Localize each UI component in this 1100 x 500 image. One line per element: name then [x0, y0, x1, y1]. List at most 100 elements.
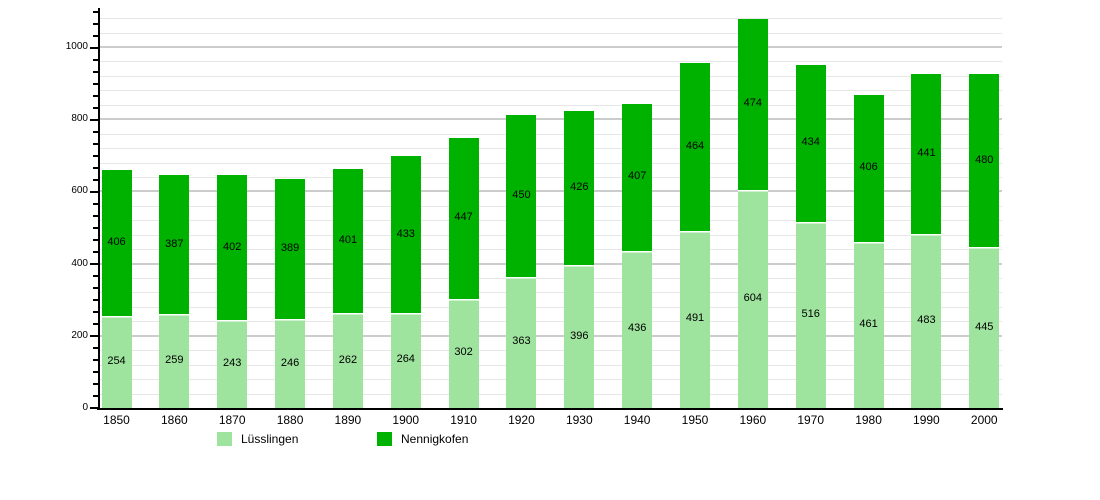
y-axis-minor-tick	[93, 383, 98, 385]
legend-item-nennigkofen: Nennigkofen	[377, 432, 468, 446]
x-axis-label: 1950	[681, 413, 709, 427]
bar-value-label-nennigkofen: 407	[627, 170, 647, 183]
y-axis-label: 600	[71, 185, 88, 197]
gridline-minor	[100, 234, 1002, 236]
y-axis-minor-tick	[93, 131, 98, 133]
gridline-major	[100, 190, 1002, 193]
bar-segment-lusslingen	[737, 189, 768, 408]
gridline-major	[100, 46, 1002, 48]
bar-segment-lusslingen	[448, 298, 479, 408]
y-axis-minor-tick	[93, 59, 98, 61]
bar-segment-lusslingen	[911, 233, 942, 408]
x-axis-label: 1940	[623, 413, 651, 427]
legend-label-lusslingen: Lüsslingen	[241, 432, 299, 446]
bar-value-label-lusslingen: 246	[280, 356, 300, 369]
bar-segment-nennigkofen	[680, 63, 710, 231]
y-axis-minor-tick	[93, 287, 98, 289]
y-axis-minor-tick	[93, 155, 98, 157]
bar-value-label-nennigkofen: 401	[338, 234, 358, 247]
y-axis-minor-tick	[93, 35, 98, 37]
bar-segment-nennigkofen	[101, 169, 132, 317]
bar-segment-lusslingen	[390, 312, 421, 408]
bar-segment-nennigkofen	[737, 18, 768, 190]
y-axis-label: 400	[71, 257, 88, 269]
bar-segment-lusslingen	[332, 313, 363, 408]
y-axis-label: 0	[82, 402, 88, 413]
bar-value-label-nennigkofen: 450	[512, 188, 531, 201]
bar-value-label-nennigkofen: 406	[859, 161, 878, 174]
bar-value-label-nennigkofen: 389	[280, 241, 300, 254]
bar-value-label-nennigkofen: 480	[975, 153, 994, 166]
bar-segment-nennigkofen	[332, 168, 363, 314]
bar-segment-lusslingen	[853, 241, 884, 408]
bar-value-label-nennigkofen: 447	[454, 211, 473, 224]
y-axis-minor-tick	[93, 167, 98, 169]
gridline-minor	[100, 350, 1002, 352]
legend: Lüsslingen Nennigkofen	[0, 432, 1100, 448]
bar-value-label-lusslingen: 254	[107, 355, 126, 368]
bar-value-label-lusslingen: 396	[570, 329, 589, 342]
bar-value-label-lusslingen: 483	[917, 313, 936, 326]
y-axis-minor-tick	[93, 143, 98, 145]
bar-value-label-nennigkofen: 387	[165, 237, 184, 250]
bar-segment-lusslingen	[795, 221, 826, 408]
y-axis-line	[98, 8, 100, 410]
y-axis-minor-tick	[93, 83, 98, 85]
x-axis-label: 1890	[334, 413, 362, 427]
y-axis-minor-tick	[93, 323, 98, 325]
bar-value-label-lusslingen: 461	[859, 317, 878, 330]
bar-segment-lusslingen	[506, 276, 537, 408]
y-axis-minor-tick	[93, 203, 98, 205]
bar-value-label-lusslingen: 259	[165, 354, 184, 367]
gridline-minor	[100, 393, 1002, 395]
y-axis-major-tick	[90, 191, 98, 193]
gridline-minor	[100, 292, 1002, 294]
y-axis-major-tick	[90, 335, 98, 337]
bar-segment-nennigkofen	[969, 74, 1000, 248]
bar-value-label-lusslingen: 302	[454, 346, 473, 359]
gridline-minor	[100, 379, 1002, 381]
gridline-major	[100, 118, 1002, 121]
bar-value-label-nennigkofen: 464	[685, 139, 705, 152]
bar-segment-nennigkofen	[275, 178, 306, 320]
bar-segment-lusslingen	[159, 314, 190, 408]
bar-value-label-nennigkofen: 402	[223, 240, 242, 253]
y-axis-minor-tick	[93, 395, 98, 397]
x-axis-line	[97, 408, 1003, 410]
bar-segment-lusslingen	[622, 250, 653, 408]
y-axis-minor-tick	[93, 251, 98, 253]
x-axis-label: 1990	[913, 413, 940, 427]
x-axis-label: 1850	[103, 413, 130, 427]
x-axis-label: 1860	[160, 413, 188, 427]
y-axis-minor-tick	[93, 347, 98, 349]
bar-segment-lusslingen	[680, 230, 710, 408]
bar-segment-lusslingen	[217, 320, 248, 408]
y-axis-label: 200	[71, 329, 88, 341]
x-axis-label: 1910	[450, 413, 477, 427]
bar-segment-nennigkofen	[217, 175, 248, 321]
bar-segment-nennigkofen	[506, 114, 537, 277]
bar-segment-lusslingen	[101, 316, 132, 408]
gridline-minor	[100, 364, 1002, 366]
x-axis-label: 1970	[797, 413, 825, 427]
bar-segment-lusslingen	[564, 265, 595, 408]
bar-segment-nennigkofen	[564, 111, 595, 266]
bar-segment-lusslingen	[275, 319, 306, 408]
gridline-major	[100, 334, 1002, 337]
y-axis-minor-tick	[93, 71, 98, 73]
bar-value-label-lusslingen: 516	[801, 307, 820, 320]
y-axis-minor-tick	[93, 299, 98, 301]
bar-value-label-nennigkofen: 434	[801, 136, 820, 149]
gridline-minor	[100, 133, 1002, 135]
x-axis-label: 1930	[565, 413, 593, 427]
gridline-minor	[100, 321, 1002, 323]
gridline-major	[100, 262, 1002, 265]
x-axis-label: 1870	[218, 413, 246, 427]
gridline-minor	[100, 104, 1002, 106]
gridline-minor	[100, 90, 1002, 92]
gridline-minor	[100, 220, 1002, 222]
bar-segment-nennigkofen	[795, 65, 826, 222]
gridline-minor	[100, 278, 1002, 280]
bar-value-label-nennigkofen: 441	[917, 147, 936, 160]
